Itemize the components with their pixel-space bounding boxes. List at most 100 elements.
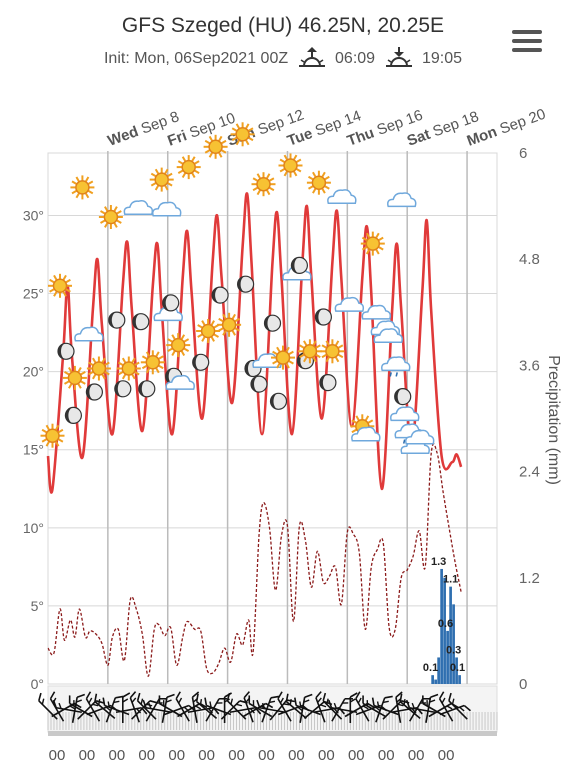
sun-ray [80,380,86,385]
wind-barb-icon [405,699,436,714]
date-label: Mon Sep 20 [465,106,548,150]
sun-ray [321,188,326,194]
moon-shadow [114,380,123,397]
sun-ray [62,274,67,281]
sun-ray [158,364,164,370]
wind-barb-flag [371,697,375,706]
sun-ray [248,136,254,142]
sun-ray [218,135,223,142]
wind-barb-icon [142,699,172,714]
cloud-shape [152,201,182,217]
cloud-icon [334,296,365,312]
sun-icon [271,345,295,370]
wind-barb-flag [422,695,424,704]
sun-ray [235,123,240,129]
wind-barb-flag [459,706,465,712]
sun-icon [306,170,331,195]
dewpoint-line [47,443,462,677]
sun-ray [53,291,58,297]
wind-barb-icon [349,692,358,723]
sun-icon [278,153,303,178]
wind-barb-icon [161,693,175,723]
sun-ray [245,139,250,146]
sun-ray [293,171,298,177]
precip-tick-label: 4.8 [519,251,540,268]
precip-value-label: 1.1 [443,574,458,586]
sun-ray [141,355,148,360]
sun-ray [269,177,275,182]
moon-shadow [65,407,74,424]
wind-barb-icon [102,697,130,716]
moon-icon [263,314,282,332]
sun-ray [337,353,344,359]
sun-ray [181,156,187,162]
cloud-icon [390,406,420,422]
sun-ray [92,357,97,363]
cloud-icon [74,326,104,342]
sun-ray [231,330,236,336]
hour-tick-label: 00 [168,747,185,764]
sun-ray [134,371,140,376]
sun-ray [181,172,187,178]
sun-ray [121,374,127,380]
sun-ray [177,160,184,165]
wind-barb-flag [41,698,45,705]
wind-barb-icon [438,691,454,722]
sun-ray [303,356,308,363]
wind-barb-flag [95,700,105,704]
wind-barb-icon [344,702,375,718]
sun-ray [375,232,380,239]
sun-ray [201,336,206,342]
wind-barb-flag [136,692,141,702]
sun-ray [355,415,360,421]
sun-ray [378,236,384,241]
sun-disc [235,127,250,142]
wind-barb-flag [283,703,290,706]
wind-barb-icon [285,693,307,719]
wind-barb-flag [366,700,369,707]
temp-tick-label: 5° [31,598,44,614]
wind-barb-flag [328,699,333,709]
sun-ray [77,383,82,389]
cloud-shape [361,304,392,320]
sun-ray [288,360,294,365]
moon-icon [64,406,83,424]
wind-barb-flag [230,698,234,705]
moon-icon [314,308,332,326]
wind-barb-flag [140,698,144,705]
sun-ray [154,168,160,175]
sun-ray [231,127,238,132]
wind-barb-flag [357,697,362,704]
wind-barb-icon [425,693,439,723]
wind-barb-flag [122,692,131,698]
sun-ray [77,367,82,373]
wind-barb-flag [362,705,369,710]
sun-ray [378,246,384,251]
wind-barb-flag [256,699,261,709]
sun-icon [251,172,276,197]
sun-ray [183,347,190,352]
wind-barb-flag [92,703,99,707]
date-label-day: Fri [165,126,193,150]
sun-ray [269,186,275,192]
sun-ray [167,338,173,343]
sun-ray [231,313,236,320]
hamburger-menu-icon[interactable] [512,30,542,54]
wind-barb-icon [71,693,86,723]
sun-ray [113,206,118,212]
precip-bar [443,577,446,684]
wind-barb-icon [205,697,228,722]
sun-ray [49,278,55,284]
sun-disc [91,361,107,376]
sun-icon [320,339,345,364]
sun-ray [197,324,203,329]
moon-shadow [162,294,171,311]
wind-barb-flag [448,692,452,702]
sun-ray [85,176,90,182]
sun-disc [275,350,291,365]
wind-barb-flag [430,693,439,698]
sun-ray [272,360,278,365]
hour-tick-label: 00 [198,747,215,764]
wind-barb-flag [382,700,389,704]
wind-barb-flag [315,691,322,699]
